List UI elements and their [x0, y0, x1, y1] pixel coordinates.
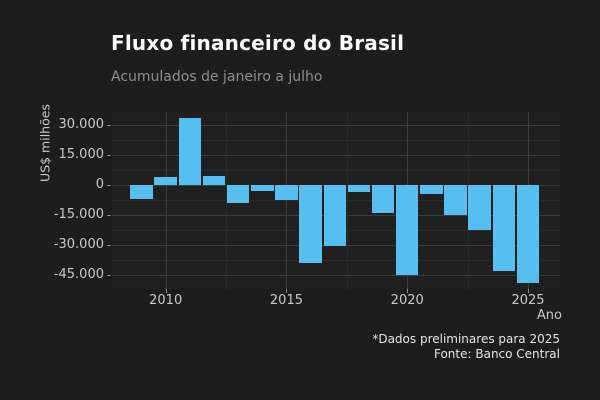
bar-2023	[468, 184, 491, 231]
bar-2021	[420, 184, 443, 195]
gridline-major-v	[286, 112, 288, 289]
bar-2022	[444, 184, 467, 216]
chart-subtitle: Acumulados de janeiro a julho	[111, 69, 323, 85]
x-tick-label-2025: 2025	[511, 293, 545, 308]
y-tick-label-30.000: 30.000	[58, 116, 105, 132]
y-tick-mark	[107, 214, 111, 216]
y-tick-mark	[107, 184, 111, 186]
bar-2025	[516, 184, 540, 284]
bar-2024	[492, 184, 516, 271]
y-tick-mark	[107, 274, 111, 276]
bar-2016	[299, 184, 322, 263]
bar-2014	[251, 184, 274, 191]
bar-2010	[154, 177, 177, 185]
gridline-major-h	[112, 124, 560, 126]
bar-2020	[395, 184, 419, 275]
gridline-minor-h	[112, 139, 560, 141]
x-axis-title: Ano	[536, 308, 562, 323]
x-tick-label-2020: 2020	[390, 293, 424, 308]
bar-2012	[202, 176, 226, 185]
footnote-line-1: *Dados preliminares para 2025	[372, 332, 560, 346]
bar-2011	[178, 117, 202, 185]
y-tick-mark	[107, 124, 111, 126]
footnote: *Dados preliminares para 2025 Fonte: Ban…	[372, 332, 560, 361]
bar-2013	[226, 184, 250, 203]
gridline-minor-h	[112, 169, 560, 171]
y-tick-label--30.000: -30.000	[53, 236, 104, 252]
y-tick-mark	[107, 244, 111, 246]
gridline-major-v	[165, 112, 167, 289]
x-tick-mark	[527, 288, 529, 293]
bar-2019	[371, 184, 395, 213]
x-tick-mark	[286, 288, 288, 293]
x-tick-label-2015: 2015	[269, 293, 303, 308]
gridline-major-h	[112, 154, 560, 156]
gridline-minor-v	[226, 112, 228, 289]
x-tick-label-2010: 2010	[149, 293, 183, 308]
gridline-major-h	[112, 274, 560, 276]
gridline-minor-v	[346, 112, 348, 289]
y-tick-label--15.000: -15.000	[53, 206, 104, 222]
y-tick-mark	[107, 154, 111, 156]
x-tick-mark	[407, 288, 409, 293]
y-tick-label--45.000: -45.000	[53, 266, 104, 282]
bar-2018	[347, 184, 371, 192]
bar-2017	[323, 184, 347, 246]
y-tick-label-15.000: 15.000	[58, 146, 105, 162]
y-tick-label-0: 0	[95, 176, 104, 192]
bar-2015	[275, 184, 298, 201]
bar-2009	[130, 184, 153, 199]
footnote-line-2: Fonte: Banco Central	[433, 346, 560, 361]
x-tick-mark	[165, 288, 167, 293]
plot-panel	[112, 112, 560, 289]
chart-title: Fluxo financeiro do Brasil	[111, 31, 405, 55]
gridline-minor-h	[112, 259, 560, 261]
gridline-minor-v	[467, 112, 469, 289]
